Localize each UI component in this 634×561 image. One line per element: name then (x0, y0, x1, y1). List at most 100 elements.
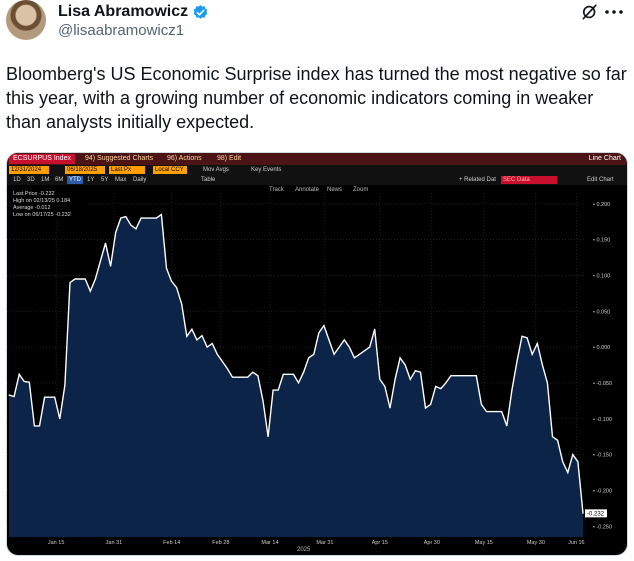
verified-badge-icon (193, 4, 208, 19)
data-point (74, 278, 76, 280)
data-point (110, 265, 112, 267)
last-value-label: -0.232 (587, 511, 605, 517)
period-ytd[interactable]: YTD (67, 176, 83, 184)
tweet-media-chart[interactable]: ECSURPUS Index 94) Suggested Charts 96) … (6, 152, 628, 556)
data-point (130, 224, 132, 226)
data-point (282, 373, 284, 375)
data-point (577, 461, 579, 463)
tool-track[interactable]: Track (269, 187, 285, 193)
data-point (59, 418, 61, 420)
data-point (394, 378, 396, 380)
data-point (44, 396, 46, 398)
last-value-tag: -0.232 (585, 509, 607, 518)
more-options-icon[interactable] (604, 6, 624, 18)
ticker-label[interactable]: ECSURPUS Index (9, 154, 75, 164)
menu-suggested-charts[interactable]: 94) Suggested Charts (85, 155, 154, 162)
data-point (364, 350, 366, 352)
data-point (323, 325, 325, 327)
data-point (176, 287, 178, 289)
data-point (567, 472, 569, 473)
tool-news[interactable]: News (327, 187, 342, 193)
frequency-select[interactable]: Daily (133, 177, 147, 183)
data-point (430, 403, 432, 405)
mov-avgs-label[interactable]: Mov Avgs (203, 167, 229, 173)
data-point (54, 396, 56, 398)
data-point (389, 407, 391, 409)
period-1m[interactable]: 1M (41, 177, 50, 183)
terminal-title-bar: ECSURPUS Index 94) Suggested Charts 96) … (7, 153, 627, 165)
x-tick-label: Feb 28 (212, 540, 229, 546)
data-point (516, 360, 518, 362)
data-point (313, 353, 315, 355)
data-point (414, 370, 416, 372)
series-area (9, 214, 583, 537)
data-point (211, 343, 213, 344)
tool-zoom[interactable]: Zoom (353, 187, 368, 193)
x-tick-label: Jan 15 (48, 540, 65, 546)
surprise-index-chart: Track Annotate News Zoom Last Price -0.2… (7, 187, 612, 553)
data-point (287, 373, 289, 375)
currency-field[interactable]: Local CCY (153, 166, 187, 174)
x-tick-label: Jan 31 (106, 540, 123, 546)
y-tick-label: • -0.100 (593, 417, 612, 423)
data-point (69, 282, 71, 284)
y-axis: • 0.200 • 0.150 • 0.100 • 0.050 • 0.000 • -0.… (593, 202, 612, 531)
data-point (562, 461, 564, 463)
data-point (511, 389, 513, 391)
author-name[interactable]: Lisa Abramowicz (58, 3, 189, 20)
tool-annotate[interactable]: Annotate (295, 187, 320, 193)
y-tick-label: • 0.050 (593, 309, 610, 315)
legend-low: Low on 06/17/25 -0.232 (13, 212, 71, 218)
x-axis-year: 2025 (297, 547, 311, 553)
data-point (501, 411, 503, 413)
data-point (379, 378, 381, 380)
menu-actions[interactable]: 96) Actions (167, 155, 202, 162)
data-point (232, 376, 234, 378)
data-point (303, 371, 305, 373)
data-point (155, 217, 157, 219)
grok-icon[interactable] (580, 2, 600, 22)
period-6m[interactable]: 6M (55, 177, 64, 183)
data-point (23, 380, 25, 382)
start-date-field[interactable]: 12/31/2024 (9, 166, 49, 174)
data-point (419, 371, 421, 373)
period-3d[interactable]: 3D (27, 177, 35, 183)
data-point (125, 216, 127, 218)
period-5y[interactable]: 5Y (101, 177, 109, 183)
x-tick-label: Apr 15 (372, 540, 388, 546)
legend-average: Average -0.012 (13, 205, 51, 211)
x-tick-label: May 30 (527, 540, 545, 546)
data-point (358, 353, 360, 355)
key-events-label[interactable]: Key Events (251, 167, 282, 173)
data-point (521, 335, 523, 337)
data-point (450, 375, 452, 377)
chart-toolbar: Track Annotate News Zoom (269, 187, 368, 193)
period-1d[interactable]: 1D (13, 177, 21, 183)
data-point (526, 337, 528, 339)
author-handle[interactable]: @lisaabramowicz1 (58, 22, 185, 39)
x-tick-label: May 15 (475, 540, 493, 546)
period-max[interactable]: Max (115, 177, 127, 183)
avatar[interactable] (6, 0, 46, 40)
menu-edit[interactable]: 98) Edit (217, 155, 242, 162)
data-point (89, 290, 91, 292)
price-field[interactable]: Last Px (109, 166, 145, 174)
data-point (171, 280, 173, 282)
period-1y[interactable]: 1Y (87, 177, 95, 183)
sec-data-field[interactable]: SEC Data (501, 176, 557, 184)
series-line (8, 213, 584, 514)
data-point (541, 364, 543, 366)
data-point (536, 343, 538, 344)
related-data-button[interactable]: + Related Dat (459, 177, 496, 183)
y-tick-label: • 0.150 (593, 238, 610, 244)
edit-chart-button[interactable]: Edit Chart (587, 177, 614, 183)
data-point (475, 375, 477, 377)
data-point (557, 439, 559, 441)
end-date-field[interactable]: 06/18/2025 (65, 166, 105, 174)
data-point (328, 339, 330, 341)
table-button[interactable]: Table (201, 177, 216, 183)
terminal-period-bar: 1D 3D 1M 6M YTD 1Y 5Y Max Daily Table + … (7, 175, 627, 185)
data-point (496, 411, 498, 413)
data-point (115, 231, 117, 233)
x-tick-label: Jun 16 (568, 540, 585, 546)
